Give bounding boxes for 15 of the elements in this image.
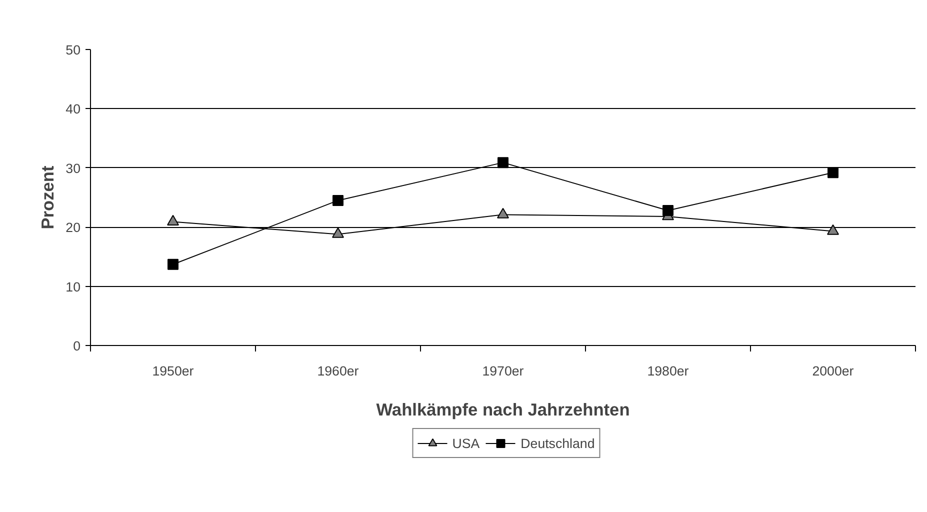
legend-label: USA [452,436,480,450]
y-tick-label: 0 [73,338,81,354]
y-tick-label: 10 [66,279,81,294]
x-tick-label: 1970er [482,364,524,378]
y-tick-label: 50 [66,42,81,58]
x-axis-title: Wahlkämpfe nach Jahrzehnten [376,400,630,420]
y-tick-label: 40 [66,102,81,117]
legend-label: Deutschland [520,436,595,450]
x-tick-label: 2000er [812,364,854,378]
x-tick-label: 1980er [647,364,690,378]
x-tick-label: 1960er [317,364,360,378]
x-tick-label: 1950er [152,364,194,378]
y-axis-title: Prozent [38,166,58,230]
y-tick-label: 30 [66,160,81,176]
y-tick-label: 20 [66,220,81,236]
